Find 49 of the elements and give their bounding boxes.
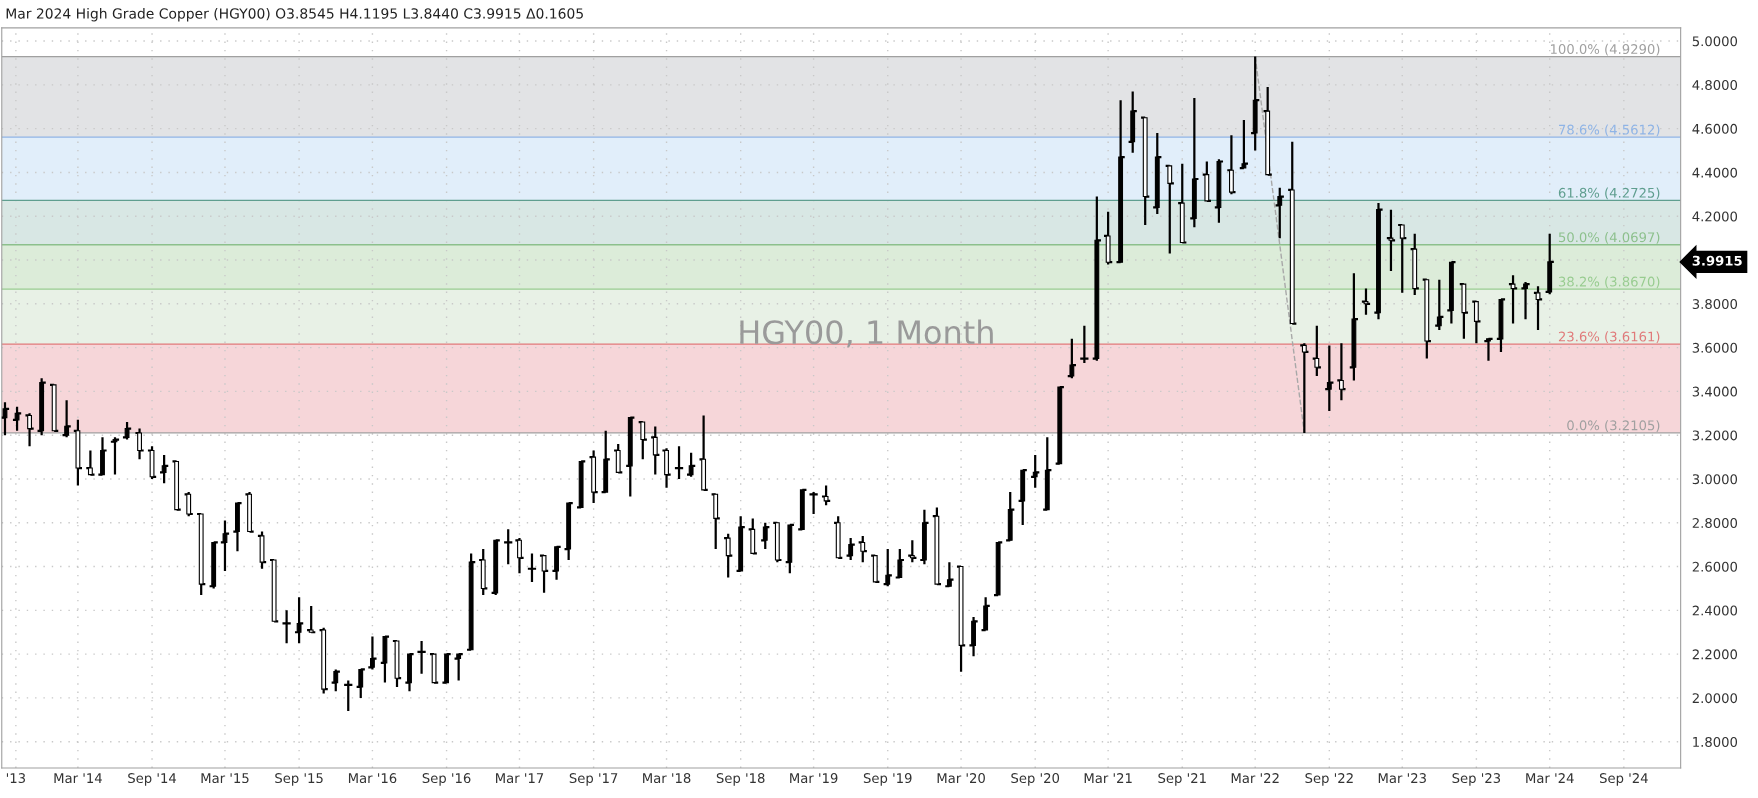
y-tick-label: 5.0000 <box>1692 36 1738 47</box>
x-tick-label: Mar '14 <box>54 773 102 784</box>
y-tick-label: 3.0000 <box>1692 474 1738 485</box>
x-tick-label: Mar '24 <box>1526 773 1574 784</box>
x-tick-label: Mar '18 <box>643 773 691 784</box>
ref-line-label: 23.6% (3.6161) <box>1558 331 1660 344</box>
y-tick-label: 4.6000 <box>1692 123 1738 134</box>
x-tick-label: Sep '24 <box>1599 773 1648 786</box>
ref-line-label: 50.0% (4.0697) <box>1558 232 1660 244</box>
x-tick-label: Sep '23 <box>1452 773 1501 786</box>
y-tick-label: 4.2000 <box>1692 211 1738 222</box>
y-tick-label: 4.8000 <box>1692 80 1738 91</box>
y-tick-label: 2.0000 <box>1692 693 1738 704</box>
x-tick-label: Mar '22 <box>1231 773 1279 784</box>
x-tick-label: Mar '20 <box>937 773 985 784</box>
x-tick-label: Sep '16 <box>422 773 471 786</box>
x-tick-label: Mar '21 <box>1084 773 1132 784</box>
y-tick-label: 2.6000 <box>1692 561 1738 572</box>
ref-line-label: 61.8% (4.2725) <box>1558 187 1660 200</box>
y-tick-label: 4.4000 <box>1692 167 1738 178</box>
y-tick-label: 1.8000 <box>1693 736 1738 747</box>
y-tick-label: 3.2000 <box>1692 430 1738 441</box>
x-tick-label: Mar '16 <box>348 773 397 784</box>
x-tick-label: Sep '17 <box>569 773 618 786</box>
x-tick-label: Mar '15 <box>201 773 249 784</box>
x-tick-label: Mar '23 <box>1378 773 1426 784</box>
y-tick-label: 3.4000 <box>1692 386 1738 397</box>
ref-line-label: 0.0% (3.2105) <box>1567 420 1660 432</box>
x-tick-label: Mar '17 <box>496 773 544 784</box>
y-tick-label: 3.6000 <box>1692 342 1738 353</box>
ref-line-label: 78.6% (4.5612) <box>1559 124 1660 137</box>
y-tick-label: 2.8000 <box>1692 517 1738 528</box>
x-tick-label: Sep '14 <box>128 773 177 786</box>
x-tick-label: Sep '18 <box>716 773 765 786</box>
y-tick-label: 2.4000 <box>1692 605 1738 616</box>
x-tick-label: Sep '15 <box>275 773 323 786</box>
x-tick-label: Mar '19 <box>790 773 838 784</box>
annotation: HGY00, 1 Month <box>740 319 993 348</box>
ref-line-label: 100.0% (4.9290) <box>1550 43 1660 56</box>
x-tick-label: Sep '19 <box>863 773 912 786</box>
y-tick-label: 2.2000 <box>1692 649 1738 660</box>
text: 3.9915 <box>1692 255 1742 266</box>
x-tick-label: '13 <box>6 773 26 784</box>
chart-title: Mar 2024 High Grade Copper (HGY00) O3.8545 H4.1195 L3.8440 C3.9915 Δ0.1605 <box>6 7 583 22</box>
y-tick-label: 3.8000 <box>1692 299 1738 310</box>
x-tick-label: Sep '20 <box>1011 773 1060 786</box>
ref-line-label: 38.2% (3.8670) <box>1558 276 1660 289</box>
x-tick-label: Sep '21 <box>1158 773 1206 786</box>
x-tick-label: Sep '22 <box>1305 773 1353 786</box>
